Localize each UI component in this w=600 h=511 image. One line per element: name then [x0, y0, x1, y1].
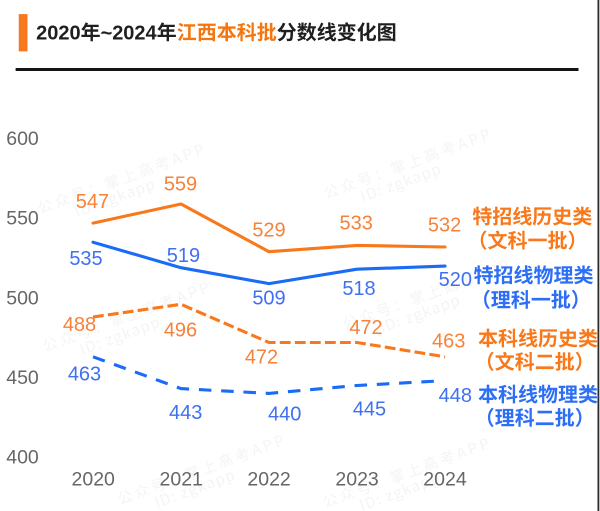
svg-text:532: 532 — [428, 214, 461, 236]
svg-text:472: 472 — [349, 317, 382, 339]
svg-text:2023: 2023 — [335, 468, 378, 490]
svg-text:2020: 2020 — [72, 468, 116, 490]
svg-text:448: 448 — [439, 385, 472, 407]
svg-text:2021: 2021 — [160, 468, 203, 490]
svg-text:550: 550 — [6, 208, 39, 230]
svg-text:400: 400 — [6, 447, 39, 469]
svg-text:472: 472 — [245, 346, 278, 368]
svg-text:2024: 2024 — [112, 23, 157, 45]
svg-text:500: 500 — [6, 287, 39, 309]
svg-text:2022: 2022 — [247, 468, 290, 490]
svg-text:600: 600 — [6, 128, 39, 150]
svg-text:463: 463 — [68, 363, 101, 385]
svg-text:2024: 2024 — [423, 468, 467, 490]
svg-text:2020: 2020 — [36, 23, 81, 45]
svg-text:443: 443 — [169, 402, 202, 424]
svg-text:440: 440 — [268, 403, 301, 425]
svg-text:518: 518 — [342, 278, 375, 300]
svg-text:463: 463 — [432, 330, 465, 352]
svg-text:529: 529 — [252, 220, 285, 242]
svg-text:533: 533 — [340, 212, 373, 234]
svg-text:519: 519 — [167, 245, 200, 267]
svg-text:520: 520 — [439, 269, 472, 291]
svg-text:~: ~ — [101, 23, 113, 45]
svg-text:535: 535 — [69, 248, 102, 270]
svg-text:488: 488 — [63, 314, 96, 336]
svg-text:547: 547 — [76, 191, 109, 213]
svg-text:450: 450 — [6, 367, 39, 389]
svg-text:559: 559 — [164, 173, 197, 195]
svg-text:496: 496 — [164, 319, 197, 341]
svg-text:445: 445 — [353, 398, 386, 420]
svg-text:509: 509 — [252, 287, 285, 309]
